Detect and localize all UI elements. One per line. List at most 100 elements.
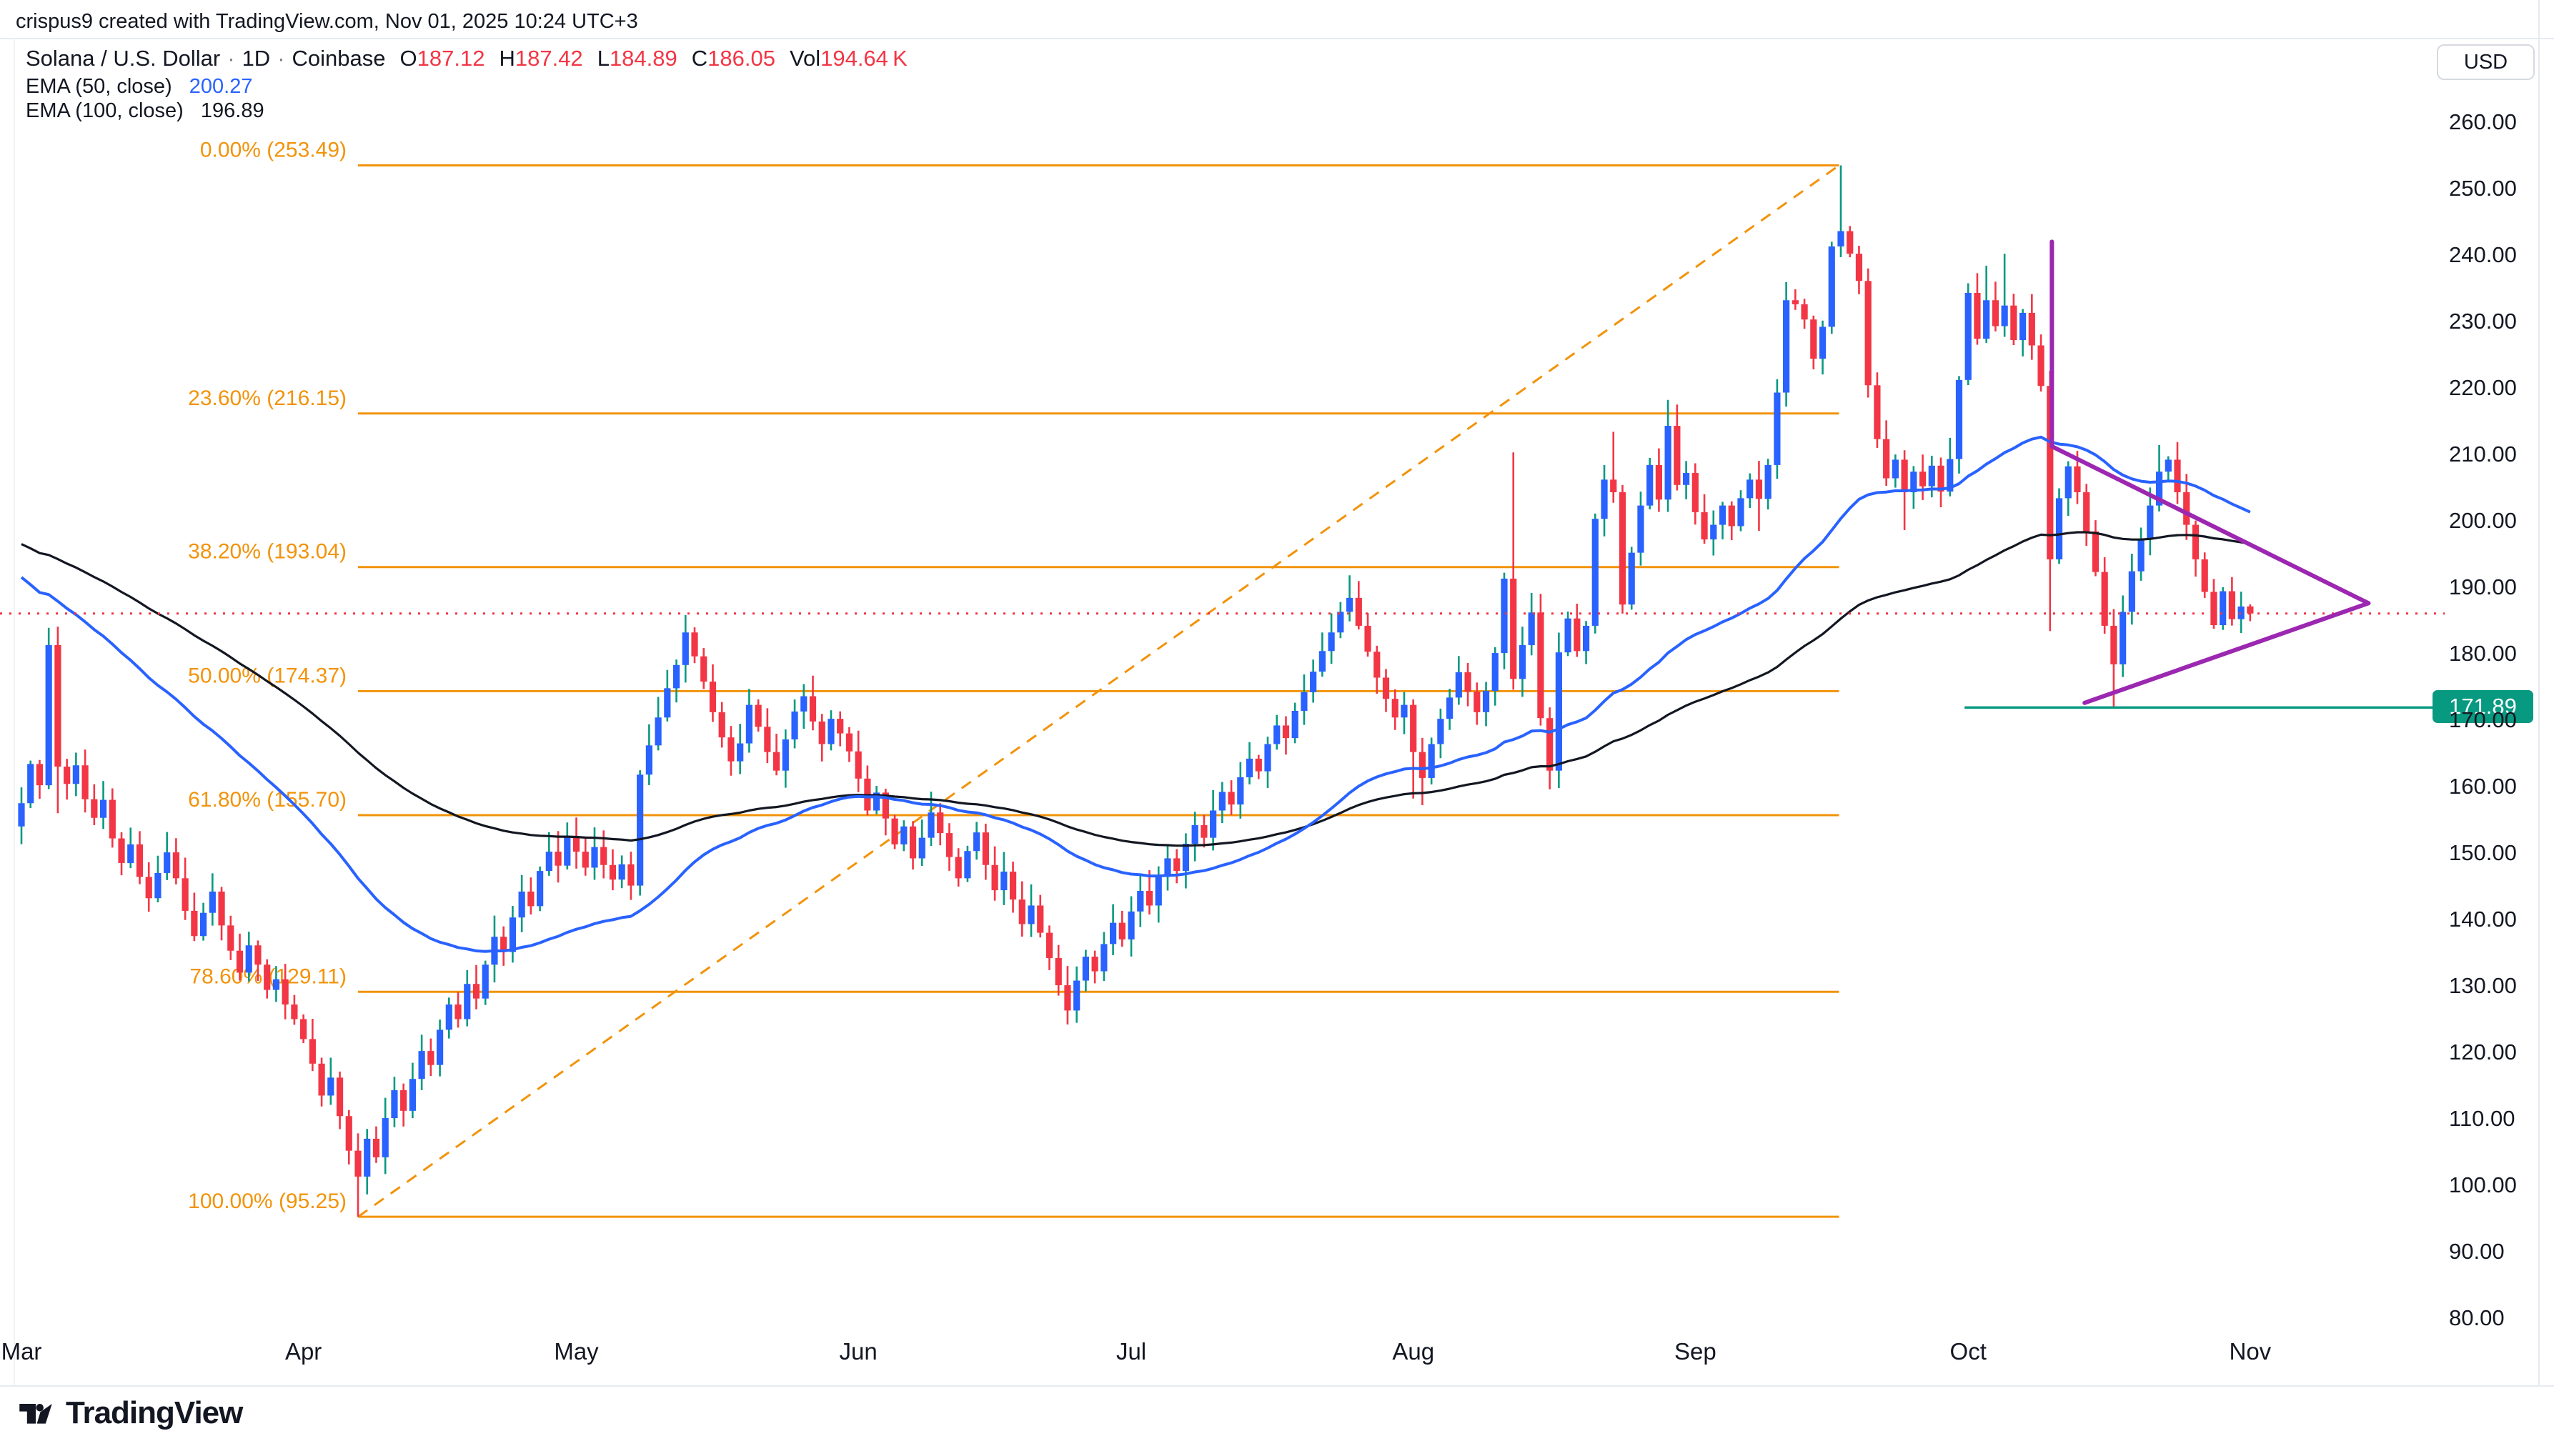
candle-body[interactable] xyxy=(1764,464,1772,499)
candle-body[interactable] xyxy=(1774,392,1781,465)
candle-body[interactable] xyxy=(1955,379,1963,459)
candle-body[interactable] xyxy=(182,878,189,911)
candle-body[interactable] xyxy=(1355,597,1362,626)
candle-body[interactable] xyxy=(1091,957,1098,972)
candle-body[interactable] xyxy=(782,739,789,771)
candle-body[interactable] xyxy=(1410,704,1417,752)
candle-body[interactable] xyxy=(1646,464,1654,506)
candle-body[interactable] xyxy=(436,1029,444,1065)
candle-body[interactable] xyxy=(1601,479,1608,519)
candle-body[interactable] xyxy=(282,979,289,1005)
candle-body[interactable] xyxy=(755,704,762,727)
candle-body[interactable] xyxy=(1201,824,1208,838)
candle-body[interactable] xyxy=(118,838,125,863)
candle-body[interactable] xyxy=(964,851,971,879)
candle-body[interactable] xyxy=(572,837,580,852)
candle-body[interactable] xyxy=(1064,985,1071,1011)
candle-body[interactable] xyxy=(91,799,98,818)
candle-body[interactable] xyxy=(136,844,144,877)
candle-body[interactable] xyxy=(1901,459,1908,493)
candle-body[interactable] xyxy=(1428,744,1435,778)
candle-body[interactable] xyxy=(18,803,25,827)
candle-body[interactable] xyxy=(1582,625,1590,652)
candle-body[interactable] xyxy=(828,719,835,744)
candle-body[interactable] xyxy=(1246,758,1253,777)
candle-body[interactable] xyxy=(672,664,680,689)
candle-body[interactable] xyxy=(1847,231,1854,254)
candle-body[interactable] xyxy=(1937,465,1944,492)
candle-body[interactable] xyxy=(1164,858,1171,877)
candle-body[interactable] xyxy=(1118,922,1126,939)
ema-50-line[interactable] xyxy=(20,435,2251,953)
candle-body[interactable] xyxy=(918,837,925,859)
candle-body[interactable] xyxy=(1282,725,1290,739)
candle-body[interactable] xyxy=(1664,426,1671,500)
triangle-pattern[interactable] xyxy=(2049,239,2371,705)
candle-body[interactable] xyxy=(709,682,717,712)
candle-body[interactable] xyxy=(1437,719,1444,744)
candle-body[interactable] xyxy=(1792,300,1799,304)
candle-body[interactable] xyxy=(973,832,980,852)
candle-body[interactable] xyxy=(627,864,635,886)
candle-body[interactable] xyxy=(664,688,671,718)
candle-body[interactable] xyxy=(354,1150,362,1177)
candle-body[interactable] xyxy=(2064,466,2072,499)
candle-body[interactable] xyxy=(1828,246,1835,327)
candle-body[interactable] xyxy=(1491,653,1499,692)
candle-body[interactable] xyxy=(609,864,617,880)
candle-body[interactable] xyxy=(1218,792,1226,811)
candle-body[interactable] xyxy=(382,1118,389,1157)
candle-body[interactable] xyxy=(445,1004,452,1030)
candle-body[interactable] xyxy=(2220,591,2227,626)
candle-body[interactable] xyxy=(2210,592,2217,626)
candle-body[interactable] xyxy=(1082,957,1090,981)
candle-body[interactable] xyxy=(1173,858,1181,872)
candle-body[interactable] xyxy=(1801,304,1808,320)
candle-body[interactable] xyxy=(618,864,625,880)
candle-body[interactable] xyxy=(809,696,817,722)
candle-body[interactable] xyxy=(1746,479,1754,499)
candle-body[interactable] xyxy=(545,852,552,872)
candle-body[interactable] xyxy=(745,704,752,744)
candle-body[interactable] xyxy=(882,792,889,819)
candle-body[interactable] xyxy=(937,812,944,834)
candle-body[interactable] xyxy=(655,717,662,746)
candle-body[interactable] xyxy=(1055,957,1062,986)
candle-body[interactable] xyxy=(1619,492,1626,605)
candle-body[interactable] xyxy=(1537,612,1544,719)
candle-body[interactable] xyxy=(482,964,489,999)
candle-body[interactable] xyxy=(2047,386,2054,559)
candle-body[interactable] xyxy=(127,844,134,863)
candle-body[interactable] xyxy=(2247,606,2254,614)
candle-body[interactable] xyxy=(2147,505,2154,540)
candle-body[interactable] xyxy=(1655,464,1662,500)
candle-body[interactable] xyxy=(200,912,207,937)
candle-body[interactable] xyxy=(1037,905,1044,933)
candle-body[interactable] xyxy=(345,1116,352,1151)
candle-body[interactable] xyxy=(1191,824,1198,844)
fib-trendline[interactable] xyxy=(357,164,1840,1218)
candle-body[interactable] xyxy=(1947,459,1954,492)
ema-100-line[interactable] xyxy=(21,531,2251,847)
candle-body[interactable] xyxy=(900,826,908,844)
symbol-row[interactable]: Solana / U.S. Dollar · 1D · Coinbase O187.12 H… xyxy=(26,43,908,74)
candle-body[interactable] xyxy=(472,984,480,999)
candle-body[interactable] xyxy=(254,945,262,965)
candle-body[interactable] xyxy=(336,1077,344,1117)
tradingview-logo[interactable]: TradingView xyxy=(17,1395,243,1432)
candle-body[interactable] xyxy=(1337,612,1344,633)
candle-body[interactable] xyxy=(1137,891,1144,912)
candle-body[interactable] xyxy=(2120,612,2127,664)
candle-body[interactable] xyxy=(245,945,252,973)
candle-body[interactable] xyxy=(99,799,107,818)
candle-body[interactable] xyxy=(1182,843,1190,872)
candle-body[interactable] xyxy=(1710,524,1717,540)
candle-body[interactable] xyxy=(1591,519,1599,626)
candle-body[interactable] xyxy=(855,751,862,779)
candle-body[interactable] xyxy=(409,1079,416,1111)
candle-body[interactable] xyxy=(1546,718,1554,771)
candle-body[interactable] xyxy=(2183,492,2190,525)
candle-body[interactable] xyxy=(2128,571,2135,612)
candle-body[interactable] xyxy=(1373,652,1381,678)
candle-body[interactable] xyxy=(1100,944,1108,972)
